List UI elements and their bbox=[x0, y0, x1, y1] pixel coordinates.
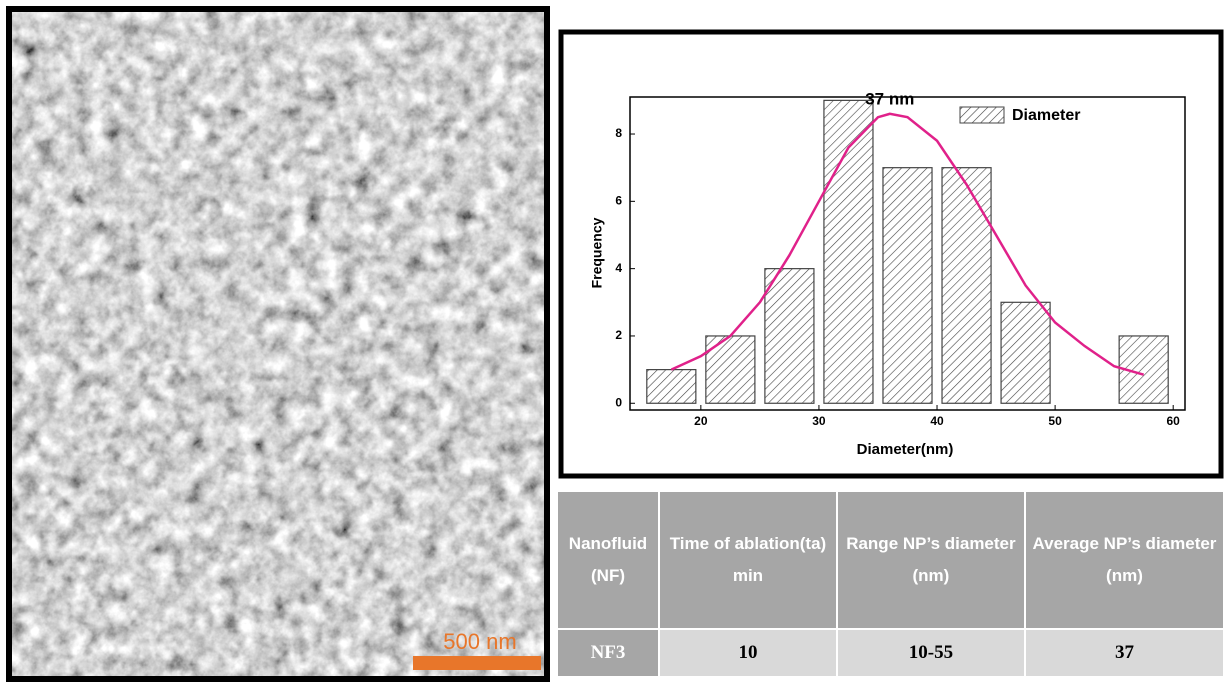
header-row: Nanofluid (NF) Time of ablation(ta) min … bbox=[558, 492, 1223, 628]
bar bbox=[883, 168, 932, 404]
legend-label: Diameter bbox=[1012, 107, 1080, 124]
x-tick-label: 30 bbox=[812, 414, 826, 428]
page: 500 nm Diameter(nm) Frequency 0 2 4 6 8 20 30 4… bbox=[0, 0, 1229, 684]
header-cell: Nanofluid (NF) bbox=[558, 492, 658, 628]
bar bbox=[942, 168, 991, 404]
y-label: Frequency bbox=[589, 217, 605, 288]
header-cell: Time of ablation(ta) min bbox=[660, 492, 836, 628]
bar bbox=[647, 370, 696, 404]
x-tick-label: 50 bbox=[1048, 414, 1062, 428]
y-tick-label: 2 bbox=[615, 328, 622, 342]
cell: 10 bbox=[660, 630, 836, 676]
header-cell: Average NP’s diameter (nm) bbox=[1026, 492, 1223, 628]
cell: 10-55 bbox=[838, 630, 1024, 676]
x-tick-label: 40 bbox=[930, 414, 944, 428]
legend-swatch bbox=[960, 107, 1004, 123]
annotation: 37 nm bbox=[865, 89, 914, 108]
x-label: Diameter(nm) bbox=[857, 441, 954, 458]
bar bbox=[765, 269, 814, 404]
bar bbox=[706, 336, 755, 403]
cell: 37 bbox=[1026, 630, 1223, 676]
y-tick-label: 4 bbox=[615, 261, 622, 275]
summary-table: Nanofluid (NF) Time of ablation(ta) min … bbox=[556, 490, 1225, 678]
data-row: NF3 10 10-55 37 bbox=[558, 630, 1223, 676]
y-tick-label: 8 bbox=[615, 126, 622, 140]
bar bbox=[1001, 302, 1050, 403]
x-tick-label: 60 bbox=[1167, 414, 1181, 428]
scale-bar bbox=[413, 656, 541, 670]
header-cell: Range NP’s diameter (nm) bbox=[838, 492, 1024, 628]
chart: Diameter(nm) Frequency 0 2 4 6 8 20 30 40 50 60 37… bbox=[0, 0, 1229, 490]
y-tick-label: 6 bbox=[615, 194, 622, 208]
cell: NF3 bbox=[558, 630, 658, 676]
scale-label: 500 nm bbox=[443, 629, 516, 654]
y-tick-label: 0 bbox=[615, 395, 622, 409]
x-tick-label: 20 bbox=[694, 414, 708, 428]
